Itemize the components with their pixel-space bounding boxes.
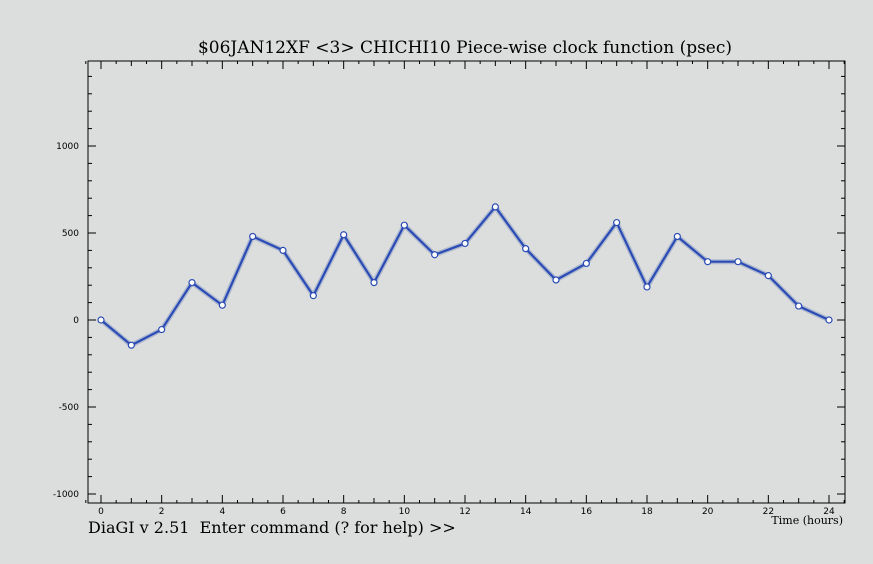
data-point: [795, 302, 803, 310]
data-point: [158, 325, 166, 334]
x-tick-label: 16: [581, 507, 593, 517]
series-line: [99, 204, 831, 348]
data-point: [491, 203, 499, 211]
data-point: [400, 221, 408, 229]
y-tick-label: 1000: [56, 142, 79, 152]
x-tick-label: 4: [219, 507, 225, 517]
y-tick-label: 500: [62, 229, 79, 239]
data-point: [431, 251, 439, 259]
data-point: [188, 278, 196, 287]
y-tick-label: -500: [59, 403, 80, 413]
x-tick-label: 20: [702, 507, 714, 517]
x-tick-label: 24: [823, 507, 835, 517]
x-tick-label: 12: [459, 507, 470, 517]
data-point: [764, 272, 772, 280]
data-point: [522, 245, 530, 253]
data-point: [370, 278, 378, 287]
data-point: [127, 341, 135, 349]
data-point: [279, 246, 287, 254]
data-point: [309, 292, 317, 300]
data-point: [97, 316, 105, 324]
plot-frame: [87, 60, 846, 504]
command-prompt[interactable]: DiaGI v 2.51 Enter command (? for help) …: [88, 518, 456, 537]
data-point: [704, 258, 712, 266]
x-tick-label: 6: [280, 507, 286, 517]
series-line: [100, 205, 830, 347]
axis-ticks: [85, 61, 845, 503]
data-point: [734, 258, 742, 266]
data-point: [673, 232, 681, 241]
data-point: [218, 301, 226, 309]
data-point: [552, 276, 560, 284]
x-tick-label: 18: [641, 507, 653, 517]
series-line-shadow: [99, 204, 831, 348]
x-tick-label: 2: [159, 507, 165, 517]
x-tick-label: 10: [399, 507, 411, 517]
y-tick-label: -1000: [53, 490, 79, 500]
y-tick-label: 0: [73, 316, 79, 326]
data-point: [613, 218, 621, 227]
x-tick-label: 0: [98, 507, 104, 517]
x-axis-label: Time (hours): [771, 514, 843, 527]
data-point: [461, 239, 469, 248]
chart-title: $06JAN12XF <3> CHICHI10 Piece-wise clock…: [198, 38, 732, 58]
x-tick-label: 8: [341, 507, 347, 517]
data-point: [249, 232, 257, 241]
data-point: [825, 316, 833, 324]
x-tick-label: 14: [520, 507, 532, 517]
x-tick-label: 22: [763, 507, 774, 517]
data-point: [582, 259, 590, 268]
data-markers: [97, 203, 833, 349]
data-point: [643, 283, 651, 291]
data-point: [340, 231, 348, 239]
